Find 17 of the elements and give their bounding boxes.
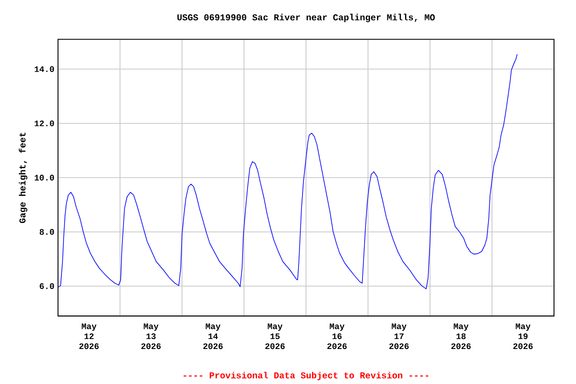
y-axis-title: Gage height, feet	[18, 132, 28, 224]
y-tick-label: 6.0	[40, 283, 54, 290]
y-tick-label: 8.0	[40, 229, 54, 235]
y-tick-label: 12.0	[34, 120, 54, 126]
x-tick-label: May 18 2026	[451, 324, 471, 350]
y-tick-label: 14.0	[34, 66, 54, 72]
y-tick-label: 10.0	[34, 174, 54, 181]
x-tick-label: May 12 2026	[79, 324, 99, 350]
chart-title: USGS 06919900 Sac River near Caplinger Mills, MO	[177, 14, 435, 22]
line-series	[58, 54, 518, 290]
x-tick-label: May 15 2026	[265, 324, 285, 350]
text: ---- Provisional Data Subject to Revision ----	[184, 372, 428, 380]
x-tick-label: May 14 2026	[203, 324, 223, 350]
x-tick-label: May 19 2026	[513, 324, 533, 350]
x-tick-label: May 17 2026	[389, 324, 409, 350]
x-tick-label: May 16 2026	[327, 324, 347, 350]
x-tick-label: May 13 2026	[141, 324, 161, 350]
